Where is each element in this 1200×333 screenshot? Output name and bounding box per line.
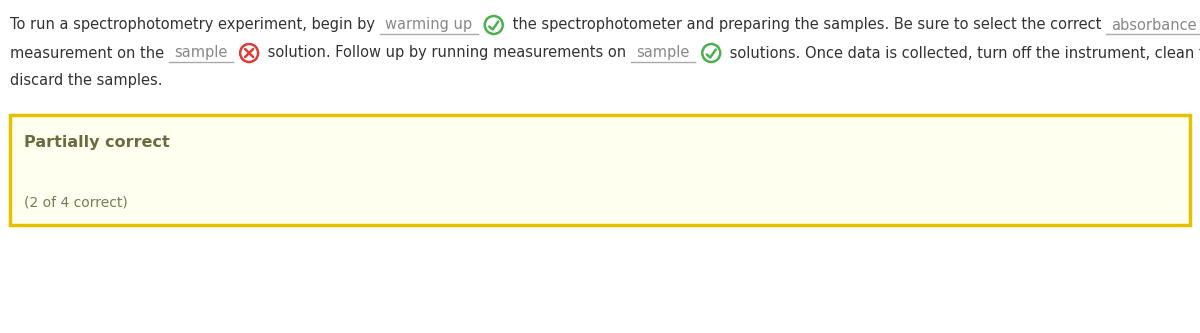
Text: sample: sample (636, 46, 689, 61)
Text: measurement on the: measurement on the (10, 46, 169, 61)
FancyBboxPatch shape (10, 115, 1190, 225)
Text: (2 of 4 correct): (2 of 4 correct) (24, 196, 127, 210)
Text: solutions. Once data is collected, turn off the instrument, clean the area, and: solutions. Once data is collected, turn … (725, 46, 1200, 61)
Text: To run a spectrophotometry experiment, begin by: To run a spectrophotometry experiment, b… (10, 18, 379, 33)
Text: warming up: warming up (385, 18, 472, 33)
Text: the spectrophotometer and preparing the samples. Be sure to select the correct: the spectrophotometer and preparing the … (508, 18, 1105, 33)
Text: discard the samples.: discard the samples. (10, 74, 162, 89)
Text: absorbance: absorbance (1111, 18, 1196, 33)
Text: sample: sample (174, 46, 227, 61)
Text: solution. Follow up by running measurements on: solution. Follow up by running measureme… (263, 46, 631, 61)
Text: Partially correct: Partially correct (24, 136, 169, 151)
